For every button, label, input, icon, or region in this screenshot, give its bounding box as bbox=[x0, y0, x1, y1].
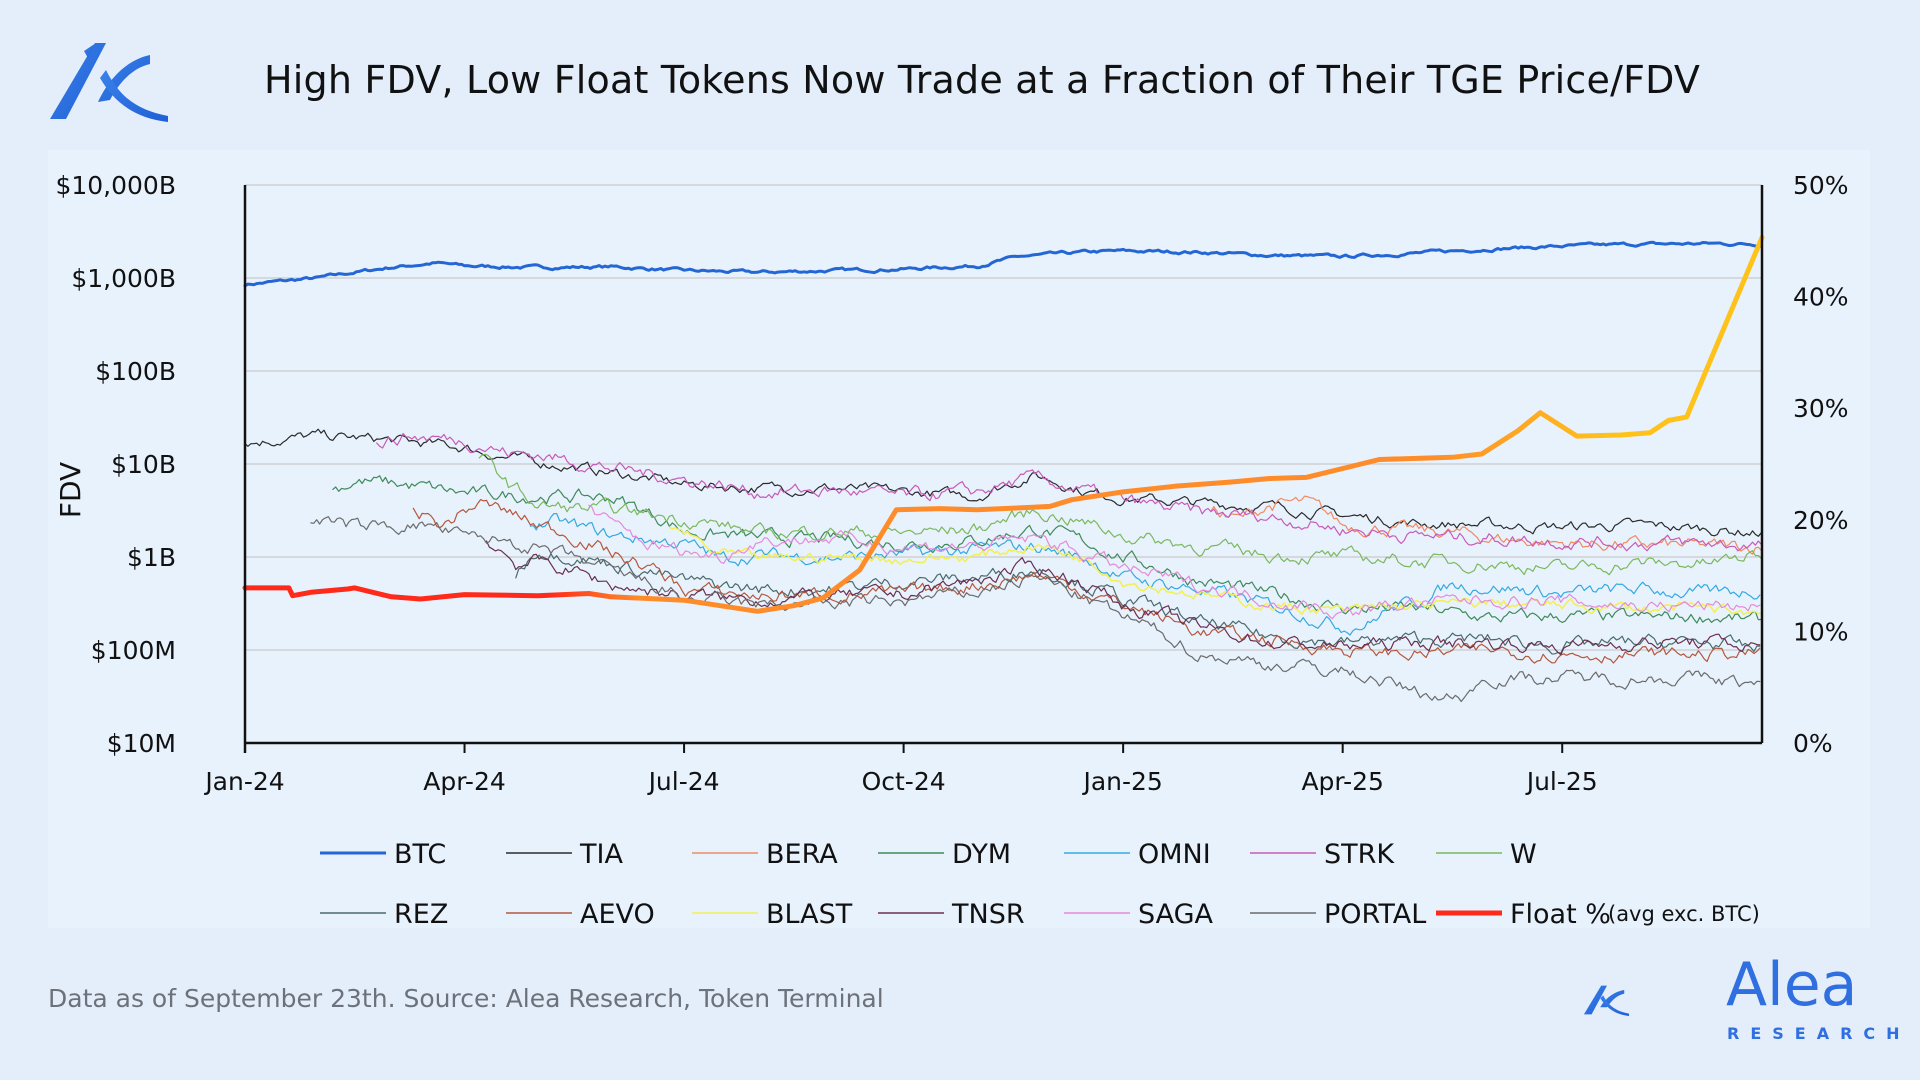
series-line-bera bbox=[1210, 495, 1762, 555]
y2-tick-label: 50% bbox=[1793, 171, 1849, 200]
x-tick-label: Jul-24 bbox=[647, 767, 720, 796]
legend-label: PORTAL bbox=[1324, 899, 1426, 928]
series-lines bbox=[242, 235, 1765, 703]
legend-item-portal: PORTAL bbox=[1250, 899, 1426, 928]
brand-subtitle: RESEARCH bbox=[1727, 1024, 1911, 1043]
legend-label: AEVO bbox=[580, 899, 655, 928]
series-line-aevo bbox=[412, 499, 1761, 664]
y-axis-label: FDV bbox=[54, 462, 87, 518]
series-line-dym bbox=[332, 475, 1762, 624]
legend-label: TNSR bbox=[951, 899, 1025, 928]
legend-item-tia: TIA bbox=[506, 839, 623, 870]
alea-logo-icon bbox=[50, 43, 168, 122]
legend-item-bera: BERA bbox=[692, 839, 838, 870]
brand-name: Alea bbox=[1726, 950, 1858, 1020]
y2-tick-label: 40% bbox=[1793, 283, 1849, 312]
series-line-portal bbox=[310, 516, 1761, 703]
legend-label: BTC bbox=[394, 839, 446, 870]
legend-item-saga: SAGA bbox=[1064, 899, 1214, 928]
source-footnote: Data as of September 23th. Source: Alea … bbox=[48, 984, 884, 1013]
series-line-btc bbox=[243, 240, 1763, 288]
y2-tick-label: 30% bbox=[1793, 394, 1849, 423]
legend-item-strk: STRK bbox=[1250, 839, 1395, 870]
legend-label: OMNI bbox=[1138, 839, 1211, 870]
chart-title: High FDV, Low Float Tokens Now Trade at … bbox=[264, 58, 1701, 102]
legend-item-float: Float %(avg exc. BTC) bbox=[1436, 899, 1760, 928]
legend-label: TIA bbox=[579, 839, 623, 870]
series-line-strk bbox=[376, 432, 1762, 552]
legend-label: DYM bbox=[952, 839, 1011, 870]
tick-labels: $10M $100M $1B $10B $100B $1,000B $10,000B 0% 10… bbox=[55, 171, 1848, 796]
y2-tick-label: 20% bbox=[1793, 506, 1849, 535]
x-tick-label: Oct-24 bbox=[862, 767, 946, 796]
y-tick-label: $100B bbox=[95, 357, 176, 386]
y-tick-label: $1,000B bbox=[71, 264, 176, 293]
legend-label: BERA bbox=[766, 839, 838, 870]
series-line-tia bbox=[244, 428, 1762, 537]
legend-label: Float % bbox=[1510, 899, 1611, 928]
series-line-float bbox=[242, 235, 1765, 614]
legend-item-dym: DYM bbox=[878, 839, 1011, 870]
y-tick-label: $100M bbox=[91, 636, 176, 665]
legend-label: BLAST bbox=[766, 899, 853, 928]
legend-item-blast: BLAST bbox=[692, 899, 853, 928]
gridlines bbox=[245, 184, 1762, 651]
legend-label: W bbox=[1510, 839, 1537, 870]
series-line-blast bbox=[668, 526, 1763, 616]
x-tick-label: Apr-25 bbox=[1301, 767, 1383, 796]
legend-item-aevo: AEVO bbox=[506, 899, 655, 928]
legend-label: SAGA bbox=[1138, 899, 1214, 928]
legend-label: REZ bbox=[394, 899, 448, 928]
y-tick-label: $1B bbox=[127, 543, 176, 572]
alea-brand-logo-icon bbox=[1583, 985, 1630, 1016]
legend-label-suffix: (avg exc. BTC) bbox=[1608, 902, 1760, 926]
series-line-saga bbox=[588, 504, 1761, 620]
legend-label: STRK bbox=[1324, 839, 1395, 870]
y2-tick-label: 0% bbox=[1793, 729, 1833, 758]
x-tick-label: Apr-24 bbox=[423, 767, 505, 796]
series-line-rez bbox=[515, 553, 1761, 655]
series-line-w bbox=[478, 453, 1762, 576]
series-line-omni bbox=[529, 513, 1761, 636]
legend-item-w: W bbox=[1436, 839, 1537, 870]
legend-item-btc: BTC bbox=[320, 839, 446, 870]
legend-item-omni: OMNI bbox=[1064, 839, 1211, 870]
chart-svg: $10M $100M $1B $10B $100B $1,000B $10,000B 0% 10… bbox=[54, 171, 1849, 928]
x-tick-label: Jan-25 bbox=[1081, 767, 1162, 796]
y-tick-label: $10M bbox=[107, 729, 176, 758]
y2-tick-label: 10% bbox=[1793, 617, 1849, 646]
x-tick-label: Jan-24 bbox=[203, 767, 284, 796]
legend: BTC TIA BERA DYM OMNI STRK W REZ AEVO BLAST TNSR SA… bbox=[320, 839, 1760, 928]
legend-item-tnsr: TNSR bbox=[878, 899, 1025, 928]
series-line-tnsr bbox=[485, 540, 1761, 656]
chart-panel: $10M $100M $1B $10B $100B $1,000B $10,000B 0% 10… bbox=[48, 150, 1870, 928]
legend-item-rez: REZ bbox=[320, 899, 448, 928]
axes bbox=[243, 185, 1764, 753]
y-tick-label: $10,000B bbox=[55, 171, 176, 200]
y-tick-label: $10B bbox=[111, 450, 176, 479]
x-tick-label: Jul-25 bbox=[1525, 767, 1598, 796]
